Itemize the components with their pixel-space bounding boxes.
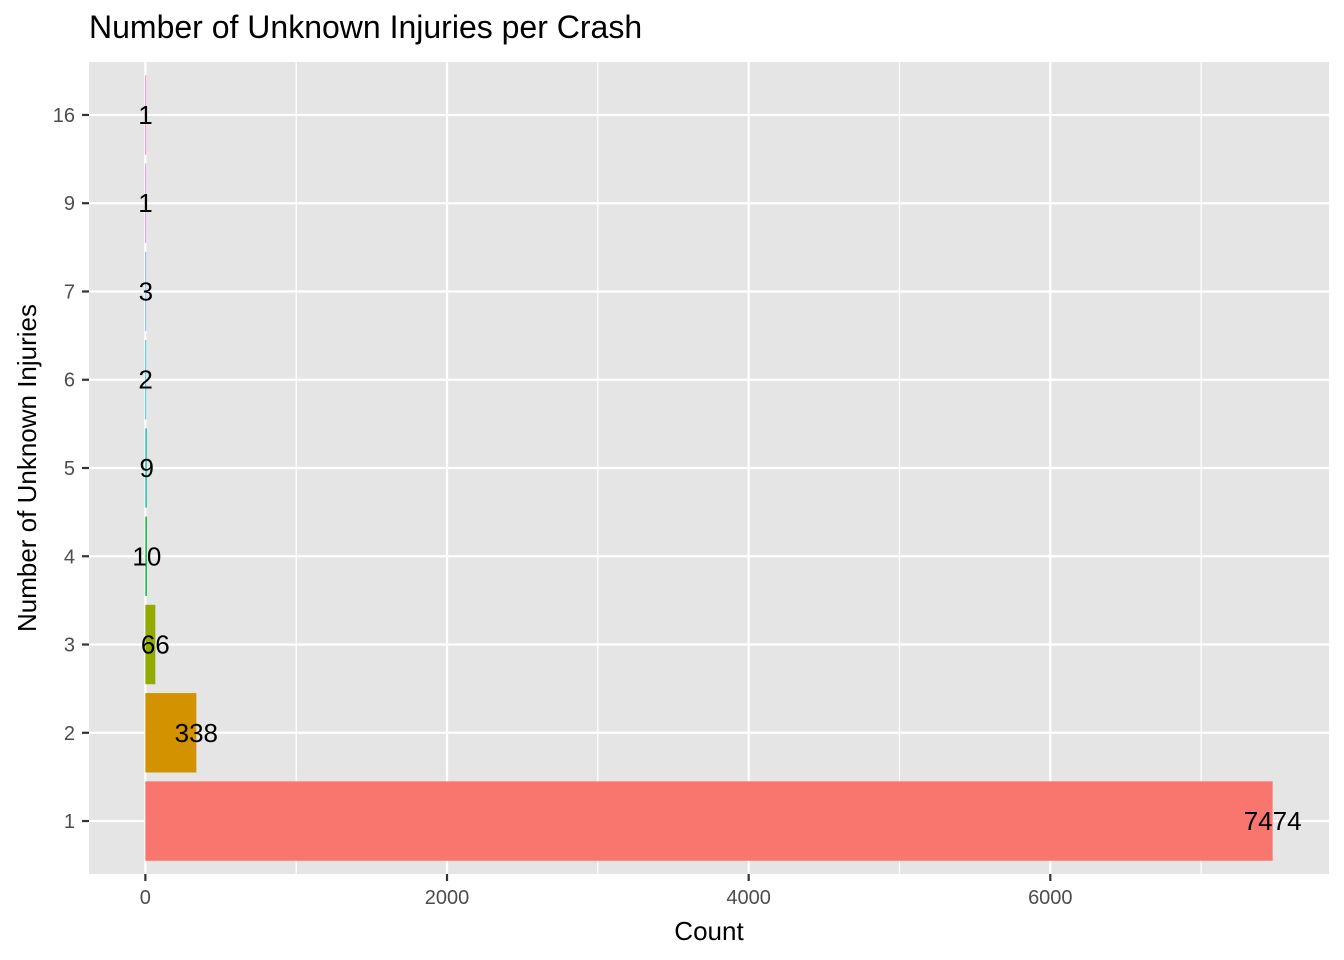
data-label-5: 9	[139, 453, 153, 483]
data-label-4: 10	[132, 541, 161, 571]
y-tick-label-6: 6	[64, 370, 75, 392]
data-label-2: 338	[175, 718, 218, 748]
data-label-7: 3	[139, 276, 153, 306]
y-tick-label-3: 3	[64, 635, 75, 657]
x-tick-label-6000: 6000	[1028, 887, 1073, 909]
y-tick-label-7: 7	[64, 281, 75, 303]
bar-9	[145, 163, 147, 243]
data-label-16: 1	[138, 100, 152, 130]
y-axis-title: Number of Unknown Injuries	[12, 304, 42, 632]
bar-5	[145, 428, 147, 508]
data-label-1: 7474	[1244, 806, 1302, 836]
bar-1	[145, 781, 1273, 861]
x-axis-title: Count	[674, 916, 744, 946]
x-axis: 0 2000 4000 6000	[140, 874, 1073, 909]
data-label-3: 66	[141, 630, 170, 660]
x-tick-label-2000: 2000	[425, 887, 470, 909]
x-tick-label-0: 0	[140, 887, 151, 909]
y-tick-label-2: 2	[64, 723, 75, 745]
y-tick-label-1: 1	[64, 811, 75, 833]
bar-6	[145, 340, 147, 420]
bars	[145, 75, 1273, 861]
data-label-9: 1	[138, 188, 152, 218]
y-axis: 1 2 3 4 5 6 7 9 16	[53, 105, 89, 833]
data-labels: 7474 338 66 10 9 2 3 1 1	[132, 100, 1301, 836]
y-tick-label-5: 5	[64, 458, 75, 480]
bar-3	[145, 604, 156, 685]
chart-title: Number of Unknown Injuries per Crash	[89, 9, 642, 45]
y-tick-label-4: 4	[64, 546, 75, 568]
data-label-6: 2	[138, 365, 152, 395]
y-tick-label-16: 16	[53, 105, 75, 127]
bar-16	[145, 75, 147, 155]
bar-4	[145, 516, 147, 596]
x-tick-label-4000: 4000	[726, 887, 771, 909]
bar-2	[145, 693, 197, 773]
y-tick-label-9: 9	[64, 193, 75, 215]
bar-7	[145, 251, 147, 332]
